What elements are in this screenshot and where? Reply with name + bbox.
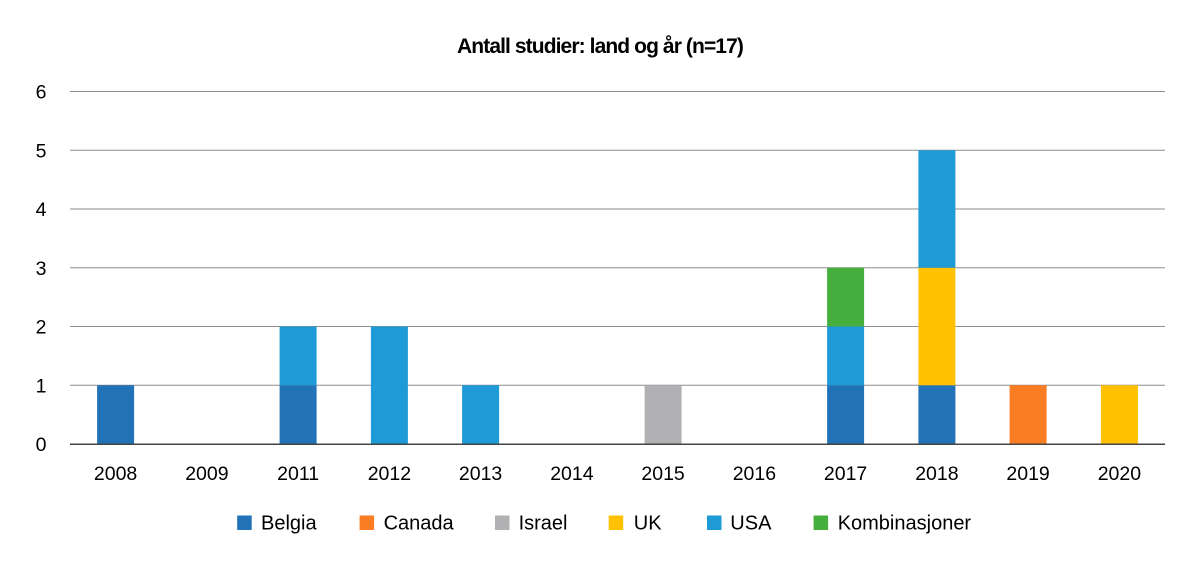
svg-text:Kombinasjoner: Kombinasjoner [838, 513, 972, 535]
svg-text:2009: 2009 [185, 463, 228, 485]
svg-text:1: 1 [36, 375, 47, 397]
svg-text:2008: 2008 [94, 463, 137, 485]
svg-text:UK: UK [634, 513, 662, 535]
svg-text:2019: 2019 [1006, 463, 1049, 485]
svg-text:5: 5 [36, 140, 47, 162]
svg-text:2015: 2015 [641, 463, 685, 485]
svg-text:3: 3 [36, 258, 47, 280]
svg-text:USA: USA [730, 513, 772, 535]
svg-text:2017: 2017 [824, 463, 867, 485]
svg-text:Canada: Canada [384, 513, 455, 535]
svg-text:6: 6 [36, 82, 47, 104]
svg-text:4: 4 [36, 199, 47, 221]
svg-text:2014: 2014 [550, 463, 594, 485]
svg-text:Antall studier: land og år (n=: Antall studier: land og år (n=17) [457, 35, 743, 58]
svg-text:2013: 2013 [459, 463, 502, 485]
svg-text:2016: 2016 [733, 463, 776, 485]
svg-text:2: 2 [36, 317, 47, 339]
svg-text:2018: 2018 [915, 463, 958, 485]
svg-text:Belgia: Belgia [261, 513, 317, 535]
svg-text:2012: 2012 [368, 463, 411, 485]
svg-text:Israel: Israel [519, 513, 568, 535]
svg-text:2011: 2011 [277, 463, 319, 485]
svg-text:2020: 2020 [1098, 463, 1142, 485]
svg-text:0: 0 [36, 434, 47, 456]
